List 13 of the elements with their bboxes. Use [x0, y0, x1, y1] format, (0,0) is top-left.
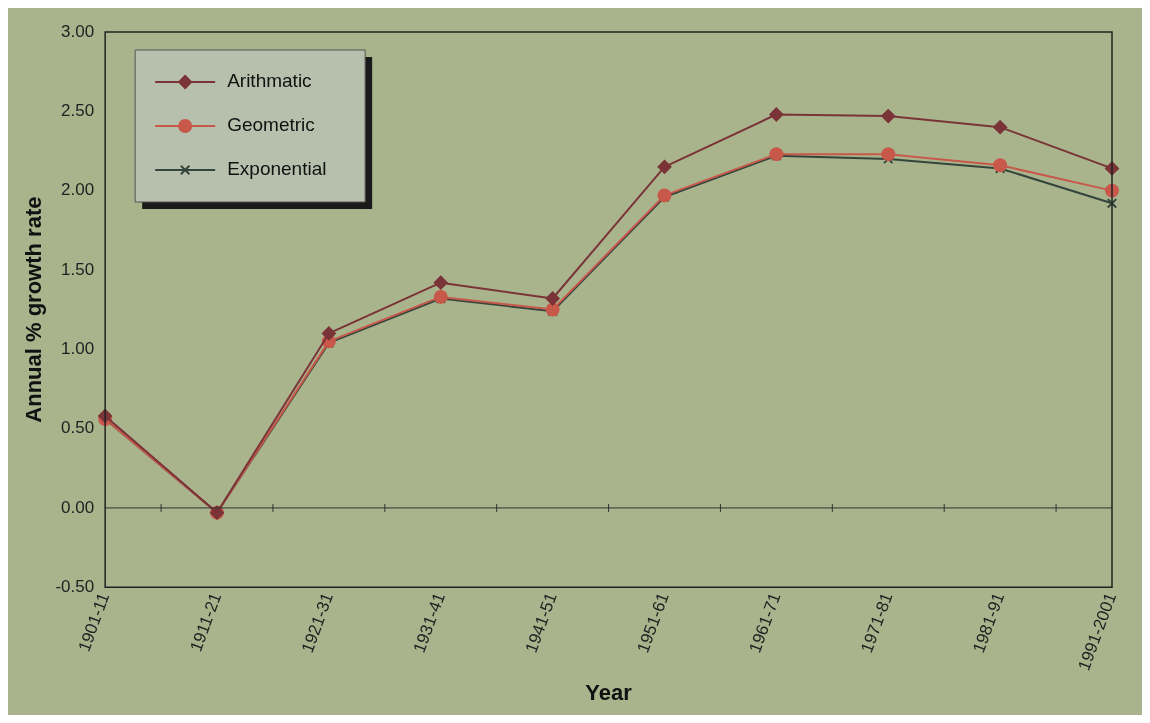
y-tick-label: 1.00: [61, 338, 95, 358]
y-tick-label: 2.00: [61, 180, 95, 200]
x-axis-title: Year: [585, 679, 633, 705]
legend-label: Arithmatic: [227, 70, 312, 92]
legend-label: Geometric: [227, 114, 315, 136]
y-tick-label: 0.00: [61, 497, 95, 517]
legend-label: Exponential: [227, 158, 327, 180]
y-tick-label: -0.50: [55, 576, 95, 596]
y-tick-label: 0.50: [61, 418, 95, 438]
y-axis-title: Annual % growth rate: [21, 196, 47, 423]
y-tick-label: 2.50: [61, 101, 95, 121]
y-tick-label: 1.50: [61, 259, 95, 279]
y-tick-label: 3.00: [61, 21, 95, 41]
